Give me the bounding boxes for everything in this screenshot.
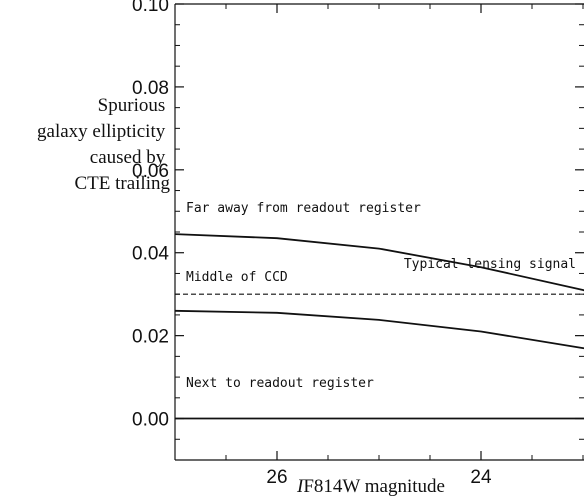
y-tick-label: 0.06 — [132, 161, 169, 182]
x-axis-label-italic: I — [296, 476, 305, 497]
y-axis-label-line: galaxy ellipticity — [37, 121, 166, 142]
x-axis-label-rest: F814W magnitude — [303, 476, 445, 497]
series-middle-of-ccd — [174, 309, 584, 350]
y-tick-label: 0.08 — [132, 78, 169, 99]
annotation-lensing-signal: Typical lensing signal — [404, 257, 576, 272]
y-tick-label: 0.04 — [132, 244, 169, 265]
x-tick-label: 26 — [266, 467, 287, 488]
annotation-middle-of-ccd: Middle of CCD — [186, 270, 288, 285]
y-axis-label-line: CTE trailing — [74, 173, 170, 194]
series-layer — [174, 233, 584, 420]
axis-ticks: 0.000.020.040.060.080.1026242220 — [132, 0, 584, 488]
y-tick-label: 0.00 — [132, 410, 169, 431]
annotations-layer: Far away from readout register Middle of … — [186, 201, 576, 391]
y-axis-label: Spurious galaxy ellipticity caused by CT… — [37, 95, 170, 194]
y-tick-label: 0.02 — [132, 327, 169, 348]
annotation-next-to-register: Next to readout register — [186, 376, 374, 391]
y-tick-label: 0.10 — [132, 0, 169, 16]
x-tick-label: 24 — [470, 467, 492, 488]
y-axis-label-line: Spurious — [98, 95, 166, 116]
y-axis-label-line: caused by — [90, 147, 166, 168]
annotation-far-from-register: Far away from readout register — [186, 201, 421, 216]
series-far-from-register — [174, 233, 584, 292]
x-axis-label: IF814W magnitude — [296, 476, 445, 497]
